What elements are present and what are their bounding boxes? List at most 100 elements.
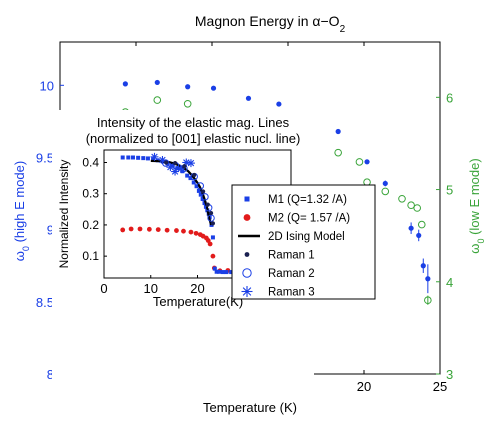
m1-point — [210, 235, 215, 240]
inset-title-line-2: (normalized to [001] elastic nucl. line) — [86, 131, 301, 146]
x-tick-label: 20 — [357, 379, 371, 394]
legend-dark-dot-icon — [244, 252, 250, 257]
right-y-tick-label: 4 — [446, 275, 453, 290]
low-e-point — [363, 178, 371, 186]
legend-label: 2D Ising Model — [268, 231, 345, 243]
m2-point — [155, 227, 161, 233]
m1-point — [220, 270, 225, 275]
high-e-point — [420, 263, 426, 269]
m1-point — [136, 155, 141, 160]
inset-y-axis: 0.1 0.2 0.3 0.4 — [82, 155, 107, 263]
inset-x-tick-label: 10 — [144, 281, 158, 296]
x-tick-label: 25 — [433, 379, 447, 394]
inset-x-tick-label: 20 — [190, 281, 204, 296]
low-e-point — [424, 296, 432, 305]
high-e-point — [408, 225, 414, 231]
raman-1-point — [172, 161, 178, 166]
low-e-point — [398, 194, 406, 203]
m1-point — [151, 157, 156, 162]
inset-y-axis-label: Normalized Intensity — [57, 160, 71, 269]
low-e-point — [413, 204, 422, 212]
legend-label: Raman 2 — [268, 268, 315, 280]
m1-point — [120, 155, 125, 160]
low-e-point — [417, 220, 426, 229]
m2-point — [181, 228, 186, 234]
high-e-point — [210, 85, 217, 91]
high-e-point — [416, 232, 422, 239]
chart-title-subscript: 2 — [340, 24, 346, 35]
inset-legend-box — [231, 184, 376, 300]
high-e-point — [425, 276, 431, 282]
left-y-tick-label: 8 — [47, 367, 54, 382]
legend-label: Raman 3 — [268, 287, 315, 299]
raman-1-point — [205, 202, 210, 207]
m1-point — [188, 176, 193, 181]
inset-y-tick-label: 0.1 — [82, 249, 99, 263]
m1-point — [224, 270, 229, 275]
m1-point — [202, 201, 207, 206]
m2-point — [207, 241, 213, 247]
legend-item: M1 (Q=1.32 /A) — [244, 194, 347, 206]
m2-point — [188, 229, 194, 235]
legend-item: Raman 1 — [244, 250, 315, 262]
inset-x-tick-label: 0 — [100, 281, 107, 296]
raman-3-point — [171, 167, 180, 176]
high-e-point — [154, 79, 160, 86]
inset-legend: M1 (Q=1.32 /A) M2 (Q= 1.57 /A) 2D Ising Mo… — [238, 194, 350, 299]
raman-3-point — [186, 159, 195, 168]
m1-point — [126, 155, 131, 160]
m2-point — [164, 227, 170, 233]
raman-1-point — [164, 160, 169, 165]
right-y-tick-label: 5 — [446, 183, 453, 198]
legend-label: M2 (Q= 1.57 /A) — [268, 213, 350, 225]
m1-point — [130, 155, 135, 160]
right-y-axis-label: ω0 (low E mode) — [467, 158, 485, 253]
raman-2-point — [196, 182, 205, 190]
inset-y-tick-label: 0.4 — [82, 155, 99, 169]
low-e-point — [183, 99, 192, 108]
left-y-tick-label: 8.5 — [36, 295, 54, 310]
high-e-point — [245, 95, 252, 101]
m1-point — [212, 266, 217, 271]
inset-y-tick-label: 0.3 — [82, 187, 99, 201]
inset-y-tick-label: 0.2 — [82, 218, 99, 232]
high-e-point — [276, 101, 282, 107]
high-e-point — [335, 128, 341, 135]
legend-item: Raman 2 — [242, 268, 315, 280]
raman-1-point — [201, 189, 206, 194]
legend-item: M2 (Q= 1.57 /A) — [243, 213, 350, 225]
low-e-point — [381, 187, 390, 196]
left-y-tick-label: 9 — [47, 223, 54, 238]
high-e-point — [122, 81, 128, 87]
m1-point — [214, 269, 219, 274]
m2-point — [210, 253, 216, 259]
m1-point — [229, 270, 234, 275]
m2-point — [120, 227, 126, 233]
raman-1-point — [210, 221, 216, 226]
legend-red-dot-icon — [243, 214, 251, 221]
low-e-point — [334, 148, 342, 157]
low-e-point — [407, 201, 415, 210]
raman-1-point — [182, 164, 187, 169]
m2-point — [193, 230, 199, 236]
legend-star-icon — [241, 286, 253, 297]
chart-title: Magnon Energy in α−O2 — [195, 13, 346, 35]
inset-title-line-1: Intensity of the elastic mag. Lines — [97, 115, 290, 130]
inset-x-axis-label: Temperature(K) — [153, 294, 243, 309]
m1-point — [198, 192, 203, 197]
m2-point — [174, 228, 179, 233]
legend-label: Raman 1 — [268, 250, 315, 262]
raman-2-point — [201, 193, 209, 201]
right-y-tick-label: 6 — [446, 90, 453, 105]
m1-point — [185, 173, 190, 178]
low-e-point — [355, 158, 364, 166]
m1-point — [196, 188, 201, 193]
raman-1-point — [192, 172, 197, 178]
m2-point — [137, 226, 143, 232]
left-y-tick-label: 9.5 — [36, 150, 54, 165]
right-y-axis: 3 4 5 6 — [436, 90, 453, 382]
m1-point — [145, 156, 150, 161]
right-y-tick-label: 3 — [446, 367, 453, 382]
high-e-point — [185, 84, 191, 90]
